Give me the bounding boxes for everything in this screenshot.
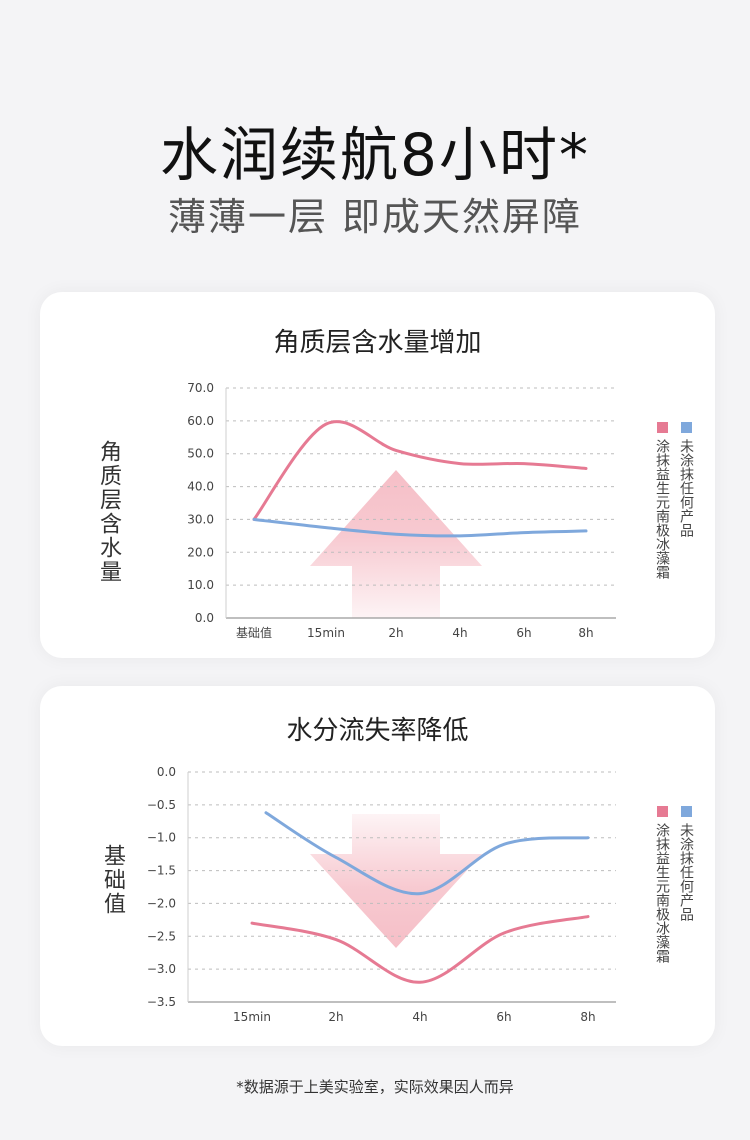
y-tick-label: 40.0 — [187, 480, 214, 494]
x-tick-label: 15min — [233, 1010, 271, 1024]
legend-label-untreated: 未涂抹任何产品 — [678, 439, 694, 537]
x-tick-label: 8h — [580, 1010, 595, 1024]
legend-label-treated: 涂抹益生元南极冰藻霜 — [654, 439, 670, 579]
trend-arrow — [310, 814, 482, 948]
x-tick-label: 4h — [412, 1010, 427, 1024]
legend-item-untreated: 未涂抹任何产品 — [678, 806, 694, 921]
y-tick-label: −1.5 — [147, 864, 176, 878]
trend-arrow — [310, 470, 482, 618]
y-tick-label: −2.5 — [147, 929, 176, 943]
y-tick-label: 20.0 — [187, 545, 214, 559]
y-tick-label: 50.0 — [187, 447, 214, 461]
y-tick-label: −3.0 — [147, 962, 176, 976]
page-title: 水润续航8小时* — [160, 121, 590, 189]
x-tick-label: 基础值 — [236, 625, 272, 640]
chart-plot-moisture: 70.0 60.0 50.0 40.0 30.0 20.0 10.0 0.0 基础值 15min 2… — [187, 381, 616, 640]
legend-label-untreated: 未涂抹任何产品 — [678, 823, 694, 921]
y-tick-label: 0.0 — [157, 765, 176, 779]
x-tick-label: 2h — [388, 626, 403, 640]
y-tick-label: −2.0 — [147, 896, 176, 910]
x-tick-label: 6h — [516, 626, 531, 640]
y-tick-label: 10.0 — [187, 578, 214, 592]
x-tick-label: 6h — [496, 1010, 511, 1024]
series-line-untreated — [252, 517, 588, 538]
y-tick-label: 70.0 — [187, 381, 214, 395]
y-tick-label: −3.5 — [147, 995, 176, 1009]
y-tick-label: 0.0 — [195, 611, 214, 625]
x-tick-label: 4h — [452, 626, 467, 640]
y-axis-label: 基础值 — [100, 844, 125, 916]
chart-card-water-loss: 水分流失率降低 基础值 0.0 −0.5 −1.0 −1.5 −2.0 −2.5 −3.0 −… — [40, 686, 715, 1046]
page-subtitle: 薄薄一层 即成天然屏障 — [167, 195, 583, 239]
y-tick-label: 60.0 — [187, 414, 214, 428]
y-tick-label: −0.5 — [147, 798, 176, 812]
chart-plot-water-loss: 0.0 −0.5 −1.0 −1.5 −2.0 −2.5 −3.0 −3.5 15min 2h 4h… — [147, 765, 616, 1024]
x-tick-label: 15min — [307, 626, 345, 640]
legend-swatch-untreated — [680, 422, 692, 433]
y-axis-label: 角质层含水量 — [96, 440, 121, 584]
y-tick-label: 30.0 — [187, 512, 214, 526]
x-tick-label: 2h — [328, 1010, 343, 1024]
legend-swatch-treated — [656, 422, 668, 433]
series-line-untreated — [264, 811, 590, 896]
y-tick-label: −1.0 — [147, 831, 176, 845]
chart-title: 角质层含水量增加 — [273, 328, 482, 358]
series-line-treated — [252, 420, 588, 521]
legend-item-treated: 涂抹益生元南极冰藻霜 — [654, 806, 670, 963]
legend-label-treated: 涂抹益生元南极冰藻霜 — [654, 823, 670, 963]
x-tick-label: 8h — [578, 626, 593, 640]
chart-card-moisture: 角质层含水量增加 角质层含水量 70.0 60.0 50.0 40.0 30.0 20.0… — [40, 292, 715, 658]
legend-swatch-treated — [656, 806, 668, 817]
chart-title: 水分流失率降低 — [286, 716, 469, 746]
footnote: *数据源于上美实验室，实际效果因人而异 — [236, 1078, 514, 1096]
legend-swatch-untreated — [680, 806, 692, 817]
series-line-treated — [250, 915, 590, 984]
legend-item-untreated: 未涂抹任何产品 — [678, 422, 694, 537]
legend-item-treated: 涂抹益生元南极冰藻霜 — [654, 422, 670, 579]
